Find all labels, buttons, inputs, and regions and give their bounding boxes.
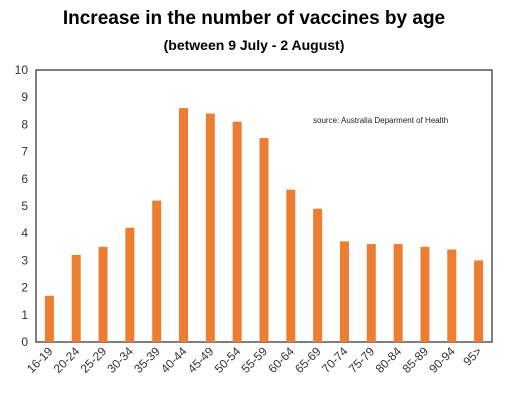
- bar-50-54: [232, 121, 242, 343]
- bar-90-94: [447, 249, 457, 342]
- x-tick-label: 30-34: [104, 344, 136, 376]
- bar-35-39: [152, 200, 162, 342]
- bar-30-34: [125, 227, 135, 342]
- x-tick-label: 70-74: [319, 344, 351, 376]
- y-tick-label: 8: [21, 117, 28, 131]
- x-tick-label: 90-94: [426, 344, 458, 376]
- bar-65-69: [313, 208, 323, 342]
- source-annotation: source: Australia Deparment of Health: [313, 116, 448, 125]
- y-tick-label: 10: [15, 63, 29, 77]
- chart-title: Increase in the number of vaccines by ag…: [62, 8, 446, 29]
- x-tick-label: 85-89: [399, 344, 431, 376]
- bar-45-49: [205, 113, 215, 343]
- x-tick-label: 60-64: [265, 344, 297, 376]
- bar-25-29: [98, 246, 108, 342]
- bar-40-44: [179, 108, 189, 342]
- y-tick-label: 9: [21, 90, 28, 104]
- bar-20-24: [71, 254, 81, 342]
- y-tick-label: 7: [21, 145, 28, 159]
- y-tick-label: 0: [21, 335, 28, 349]
- y-tick-label: 3: [21, 253, 28, 267]
- y-tick-label: 5: [21, 199, 28, 213]
- x-tick-label: 65-69: [292, 344, 324, 376]
- x-tick-label: 55-59: [239, 344, 271, 376]
- x-tick-label: 50-54: [212, 344, 244, 376]
- x-tick-label: 16-19: [24, 344, 56, 376]
- x-tick-label: 35-39: [131, 344, 163, 376]
- x-tick-label: 80-84: [373, 344, 405, 376]
- x-tick-label: 45-49: [185, 344, 217, 376]
- y-tick-label: 4: [21, 226, 28, 240]
- y-tick-label: 2: [21, 281, 28, 295]
- x-tick-label: 75-79: [346, 344, 378, 376]
- bar-80-84: [393, 244, 403, 342]
- bar-16-19: [44, 295, 54, 342]
- x-tick-label: 95>: [460, 344, 484, 368]
- bar-75-79: [366, 244, 376, 342]
- x-tick-label: 40-44: [158, 344, 190, 376]
- bar-70-74: [339, 241, 349, 342]
- y-tick-label: 6: [21, 172, 28, 186]
- bar-95>: [474, 260, 484, 342]
- x-tick-label: 20-24: [51, 344, 83, 376]
- y-tick-label: 1: [21, 308, 28, 322]
- bar-55-59: [259, 138, 269, 342]
- x-tick-label: 25-29: [78, 344, 110, 376]
- bar-60-64: [286, 189, 296, 342]
- bar-85-89: [420, 246, 430, 342]
- chart-subtitle: (between 9 July - 2 August): [163, 37, 345, 53]
